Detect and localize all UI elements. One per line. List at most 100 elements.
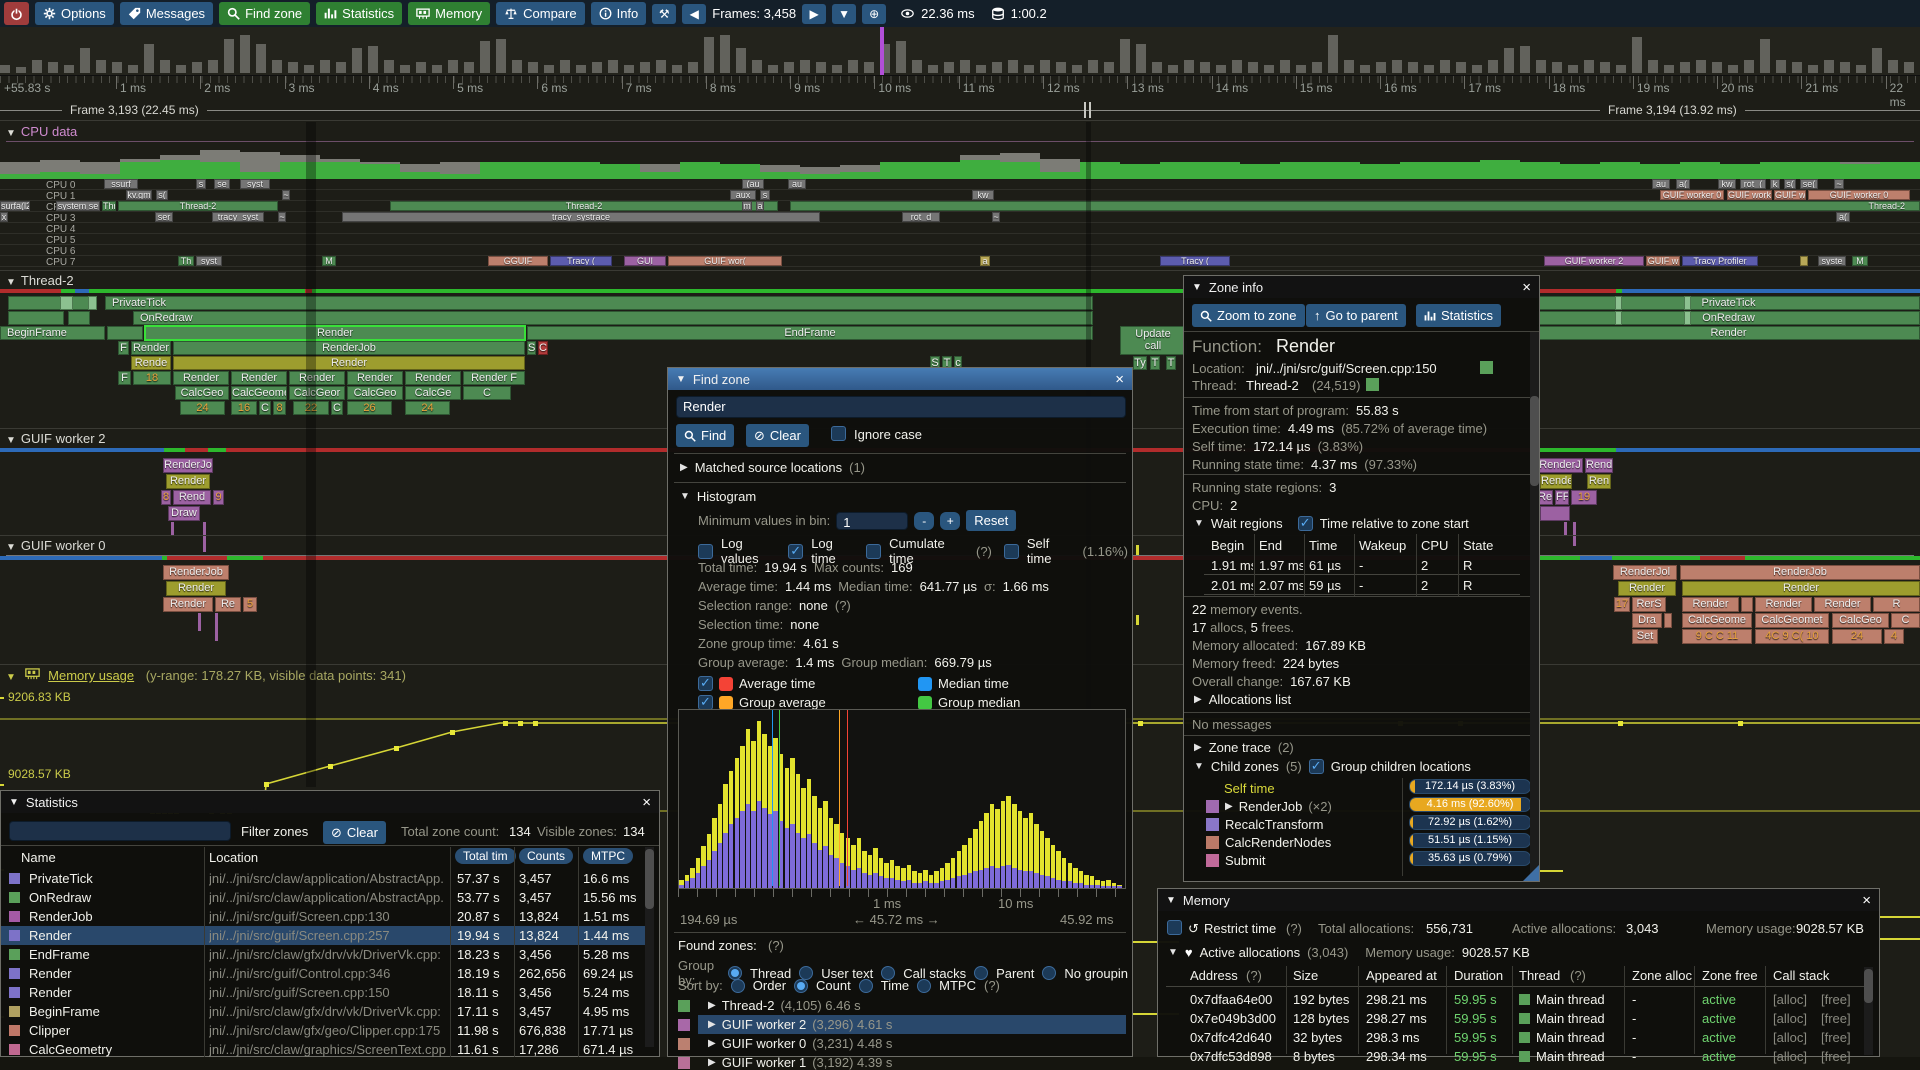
cpu-zone[interactable]: ~ bbox=[278, 212, 286, 222]
memory-col-header[interactable]: Thread bbox=[1519, 968, 1561, 983]
frame-bar[interactable] bbox=[1744, 60, 1754, 73]
frame-bar[interactable] bbox=[1392, 60, 1402, 73]
timeline-zone[interactable]: Render bbox=[144, 325, 526, 341]
frame-bar[interactable] bbox=[1504, 48, 1514, 73]
timeline-zone[interactable]: PrivateTick bbox=[105, 296, 1093, 310]
timeline-zone[interactable] bbox=[1615, 296, 1622, 310]
alloc-callstack-alloc[interactable]: [alloc] bbox=[1773, 1011, 1807, 1026]
cpu-zone[interactable]: Thread-2 bbox=[390, 201, 778, 211]
frame-bar[interactable] bbox=[320, 60, 330, 73]
close-icon[interactable]: × bbox=[642, 793, 651, 811]
timeline-zone[interactable]: FF bbox=[1555, 490, 1569, 505]
prev-frame-button[interactable]: ◀ bbox=[682, 3, 707, 24]
timeline-zone[interactable]: Render bbox=[1540, 474, 1572, 489]
frame-bar[interactable] bbox=[1168, 65, 1178, 73]
frame-bar[interactable] bbox=[880, 44, 890, 73]
collapse-icon[interactable]: ▼ bbox=[1192, 281, 1202, 293]
legend-checkbox[interactable] bbox=[698, 675, 713, 691]
frame-bar[interactable] bbox=[848, 60, 858, 73]
alloc-callstack-free[interactable]: [free] bbox=[1821, 1011, 1851, 1026]
zone-info-titlebar[interactable]: ▼ Zone info × bbox=[1184, 276, 1539, 298]
timeline-zone[interactable]: Rend bbox=[173, 490, 211, 505]
frame-bar[interactable] bbox=[48, 62, 58, 73]
clear-button[interactable]: ⊘ Clear bbox=[746, 424, 809, 447]
found-zones-help[interactable]: (?) bbox=[768, 938, 784, 953]
cpu-zone[interactable]: Tracy Profiler bbox=[1682, 256, 1758, 266]
table-row[interactable]: Render jni/../jni/src/guif/Screen.cpp:257… bbox=[1, 926, 645, 945]
timeline-zone[interactable]: Draw bbox=[168, 506, 200, 521]
frame-bar[interactable] bbox=[1008, 60, 1018, 73]
timeline-zone[interactable]: RenderJob bbox=[163, 565, 229, 580]
frame-bar[interactable] bbox=[1792, 62, 1802, 73]
timeline-zone[interactable]: PrivateTick bbox=[1537, 296, 1920, 310]
timeline-zone[interactable]: Render bbox=[173, 356, 525, 370]
cpu-zone[interactable]: system se bbox=[56, 201, 100, 211]
timeline-zone[interactable]: Render bbox=[231, 371, 287, 385]
power-button[interactable] bbox=[4, 2, 29, 25]
frame-bar[interactable] bbox=[128, 65, 138, 73]
timeline-zone[interactable]: Rende bbox=[131, 356, 171, 370]
group-children-checkbox[interactable] bbox=[1308, 758, 1324, 774]
timeline-zone[interactable]: 22 bbox=[293, 401, 329, 415]
frame-bar[interactable] bbox=[1104, 62, 1114, 73]
frame-bar[interactable] bbox=[912, 60, 922, 73]
clear-filter-button[interactable]: ⊘ Clear bbox=[323, 821, 386, 844]
cpu-zone[interactable]: tracy_syst bbox=[212, 212, 264, 222]
expand-icon[interactable]: ▶ bbox=[708, 1000, 716, 1011]
cpu-zone[interactable]: tracy_systrace bbox=[342, 212, 820, 222]
timeline-zone[interactable]: RenderJo bbox=[163, 458, 213, 473]
frame-bar[interactable] bbox=[1424, 65, 1434, 73]
frame-bar[interactable] bbox=[1264, 65, 1274, 73]
timeline-zone[interactable]: BeginFrame bbox=[0, 326, 105, 340]
cpu-zone[interactable]: kv.gm bbox=[126, 190, 152, 200]
frame-bar[interactable] bbox=[992, 62, 1002, 73]
timeline-zone[interactable] bbox=[60, 296, 73, 310]
timeline-zone[interactable]: T bbox=[1150, 356, 1160, 370]
frame-bar[interactable] bbox=[1616, 65, 1626, 73]
timeline-zone[interactable]: RenderJob bbox=[1680, 565, 1920, 580]
timeline-zone[interactable]: EndFrame bbox=[527, 326, 1093, 340]
frame-bar[interactable] bbox=[1552, 62, 1562, 73]
timeline-zone[interactable]: OnRedraw bbox=[133, 311, 1093, 325]
table-row[interactable]: 0x7dfc42d640 32 bytes 298.3 ms 59.95 s Main … bbox=[1158, 1029, 1863, 1048]
frame-bar[interactable] bbox=[160, 60, 170, 73]
frame-bar[interactable] bbox=[1216, 65, 1226, 73]
frame-bar[interactable] bbox=[1728, 65, 1738, 73]
alloc-callstack-alloc[interactable]: [alloc] bbox=[1773, 1030, 1807, 1045]
frame-bar[interactable] bbox=[832, 65, 842, 73]
frame-bar[interactable] bbox=[1200, 62, 1210, 73]
frame-bar[interactable] bbox=[720, 35, 730, 73]
table-row[interactable]: BeginFrame jni/../jni/src/claw/gfx/drv/vk… bbox=[1, 1002, 645, 1021]
section-header-cpu-data[interactable]: ▼ CPU data bbox=[6, 124, 1914, 142]
col-location[interactable]: Location bbox=[209, 850, 259, 865]
cpu-zone[interactable]: surfa(l2g bbox=[0, 201, 30, 211]
frame-bar[interactable] bbox=[208, 60, 218, 73]
frame-overview-graph[interactable] bbox=[0, 27, 1920, 76]
timeline-zone[interactable] bbox=[8, 311, 64, 325]
table-row[interactable]: 0x7dfaa64e00 192 bytes 298.21 ms 59.95 s Mai… bbox=[1158, 991, 1863, 1010]
radio-no-groupin[interactable] bbox=[1042, 966, 1057, 980]
frame-bar[interactable] bbox=[544, 65, 554, 73]
cpu-zone[interactable]: rot_d bbox=[902, 212, 940, 222]
cpu-zone[interactable]: Thread-2 bbox=[790, 201, 1920, 211]
radio-call-stacks[interactable] bbox=[881, 966, 896, 980]
scrollbar-thumb[interactable] bbox=[645, 849, 654, 909]
timeline-zone[interactable]: 9 C C 11 bbox=[1682, 629, 1752, 644]
frame-bar[interactable] bbox=[1472, 65, 1482, 73]
frame-bar[interactable] bbox=[1648, 60, 1658, 73]
cpu-zone[interactable]: GUIF work( bbox=[1727, 190, 1772, 200]
frame-bar[interactable] bbox=[1520, 46, 1530, 73]
active-allocations-tree[interactable]: ▼ ♥ Active allocations (3,043) Memory usa… bbox=[1168, 945, 1530, 960]
timeline-zone[interactable]: Rend bbox=[1585, 458, 1613, 473]
frame-bar[interactable] bbox=[704, 37, 714, 73]
collapse-icon[interactable]: ▼ bbox=[1166, 894, 1176, 906]
frame-bar[interactable] bbox=[1600, 62, 1610, 73]
timeline-zone[interactable]: 8 bbox=[161, 490, 171, 505]
child-zone-row[interactable]: RecalcTransform bbox=[1206, 817, 1323, 832]
expand-icon[interactable]: ▶ bbox=[708, 1057, 716, 1068]
next-frame-button[interactable]: ▶ bbox=[802, 3, 827, 24]
cpu-zone[interactable]: se( bbox=[1800, 179, 1818, 189]
cpu-zone[interactable]: a bbox=[756, 201, 764, 211]
cpu-zone[interactable]: se bbox=[214, 179, 230, 189]
timeline-zone[interactable]: 4 bbox=[1884, 629, 1904, 644]
